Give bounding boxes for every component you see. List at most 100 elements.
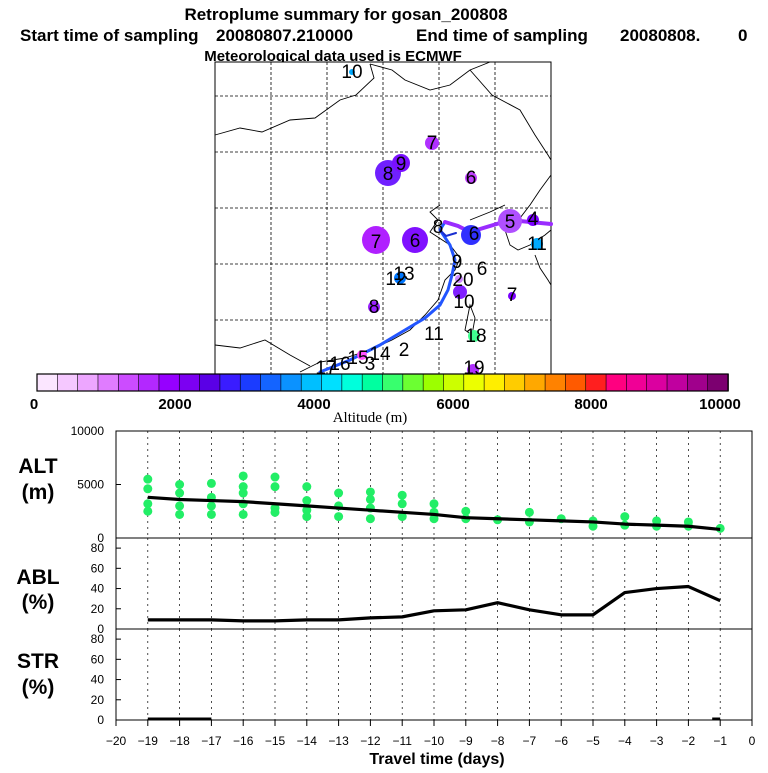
x-tick-label: −9 — [459, 734, 473, 748]
x-tick-label: −8 — [491, 734, 505, 748]
svg-text:9: 9 — [452, 252, 463, 273]
abl-panel-name: ABL — [16, 566, 59, 589]
colorbar-cell — [239, 373, 262, 392]
scatter-point — [397, 499, 407, 509]
x-tick-label: −14 — [297, 734, 318, 748]
svg-text:8: 8 — [433, 217, 444, 238]
scatter-point — [206, 478, 216, 488]
colorbar-cell — [626, 373, 648, 392]
str-panel-name: STR — [17, 650, 59, 673]
colorbar-cell — [585, 373, 607, 392]
scatter-point — [524, 507, 534, 517]
svg-text:10: 10 — [341, 62, 362, 83]
scatter-point — [334, 512, 344, 522]
svg-text:16: 16 — [329, 354, 350, 375]
svg-text:11: 11 — [527, 234, 547, 255]
y-tick-label: 40 — [91, 673, 105, 687]
y-tick-label: 20 — [91, 602, 105, 616]
y-tick-label: 0 — [97, 622, 104, 636]
colorbar-cell — [361, 373, 384, 392]
scatter-point — [206, 509, 216, 519]
y-tick-label: 0 — [97, 713, 104, 727]
x-tick-label: −12 — [360, 734, 381, 748]
colorbar-cell — [666, 373, 689, 392]
scatter-point — [397, 512, 407, 522]
colorbar-cell — [199, 373, 221, 392]
scatter-point — [397, 490, 407, 500]
colorbar-cell — [605, 373, 628, 392]
scatter-point — [270, 482, 280, 492]
y-tick-label: 0 — [97, 531, 104, 545]
colorbar-tick-4000: 4000 — [297, 396, 330, 413]
colorbar-cell — [483, 373, 506, 392]
str-panel-unit: (%) — [22, 676, 55, 699]
scatter-point — [143, 499, 153, 509]
svg-text:12: 12 — [385, 269, 406, 290]
x-tick-label: −6 — [554, 734, 568, 748]
scatter-point — [302, 505, 312, 515]
x-tick-label: 0 — [749, 734, 756, 748]
y-tick-label: 80 — [91, 632, 105, 646]
scatter-point — [206, 501, 216, 511]
colorbar-cell — [687, 373, 709, 392]
trajectory-map: 10 9 8 7 6 7 6 8 6 5 4 11 12 13 9 6 20 1… — [214, 61, 553, 379]
colorbar-cell — [158, 373, 181, 392]
svg-text:6: 6 — [477, 259, 488, 280]
x-tick-label: −15 — [265, 734, 286, 748]
colorbar-tick-10000: 10000 — [699, 396, 741, 413]
x-tick-label: −10 — [424, 734, 445, 748]
scatter-point — [143, 474, 153, 484]
x-tick-label: −11 — [392, 734, 412, 748]
x-tick-label: −17 — [201, 734, 222, 748]
svg-text:13: 13 — [393, 264, 414, 285]
alt-series-line — [147, 495, 721, 532]
alt-panel-unit: (m) — [22, 481, 55, 504]
svg-text:15: 15 — [347, 348, 368, 369]
svg-text:8: 8 — [369, 297, 380, 318]
svg-text:6: 6 — [410, 231, 421, 252]
abl-panel-unit: (%) — [22, 591, 55, 614]
y-tick-label: 80 — [91, 541, 105, 555]
colorbar-tick-0: 0 — [30, 396, 38, 413]
y-tick-label: 10000 — [71, 424, 105, 438]
end-time-suffix: 0 — [738, 26, 747, 45]
svg-text:7: 7 — [427, 133, 438, 154]
start-time-value: 20080807.210000 — [216, 26, 353, 45]
plume-markers — [349, 69, 543, 376]
svg-text:3: 3 — [365, 354, 376, 375]
scatter-point — [302, 496, 312, 506]
colorbar-cell — [544, 373, 567, 392]
scatter-point — [175, 509, 185, 519]
svg-text:10: 10 — [453, 292, 474, 313]
colorbar-cell — [260, 373, 282, 392]
svg-text:6: 6 — [466, 168, 477, 189]
colorbar-cells — [36, 373, 729, 392]
colorbar-cell — [97, 373, 120, 392]
colorbar-cell — [565, 373, 587, 392]
colorbar-cell — [219, 373, 242, 392]
svg-text:5: 5 — [505, 212, 516, 233]
colorbar-cell — [382, 373, 404, 392]
svg-text:18: 18 — [465, 326, 486, 347]
scatter-point — [238, 471, 248, 481]
scatter-point — [175, 480, 185, 489]
start-time-label: Start time of sampling — [20, 26, 199, 45]
scatter-point — [238, 488, 248, 498]
y-tick-label: 60 — [91, 652, 105, 666]
svg-text:4: 4 — [528, 209, 539, 230]
abl-series-line — [147, 584, 721, 623]
colorbar-cell — [321, 373, 343, 392]
colorbar: 0 2000 4000 6000 8000 10000 Altitude (m) — [30, 373, 741, 426]
colorbar-cell — [280, 373, 303, 392]
scatter-point — [334, 488, 344, 498]
x-tick-label: −13 — [328, 734, 349, 748]
svg-text:8: 8 — [383, 164, 394, 185]
x-tick-label: −2 — [682, 734, 696, 748]
colorbar-cell — [463, 373, 485, 392]
scatter-point — [365, 494, 375, 504]
scatter-point — [302, 512, 312, 522]
scatter-point — [365, 487, 375, 497]
colorbar-tick-2000: 2000 — [158, 396, 191, 413]
svg-text:7: 7 — [507, 285, 518, 306]
